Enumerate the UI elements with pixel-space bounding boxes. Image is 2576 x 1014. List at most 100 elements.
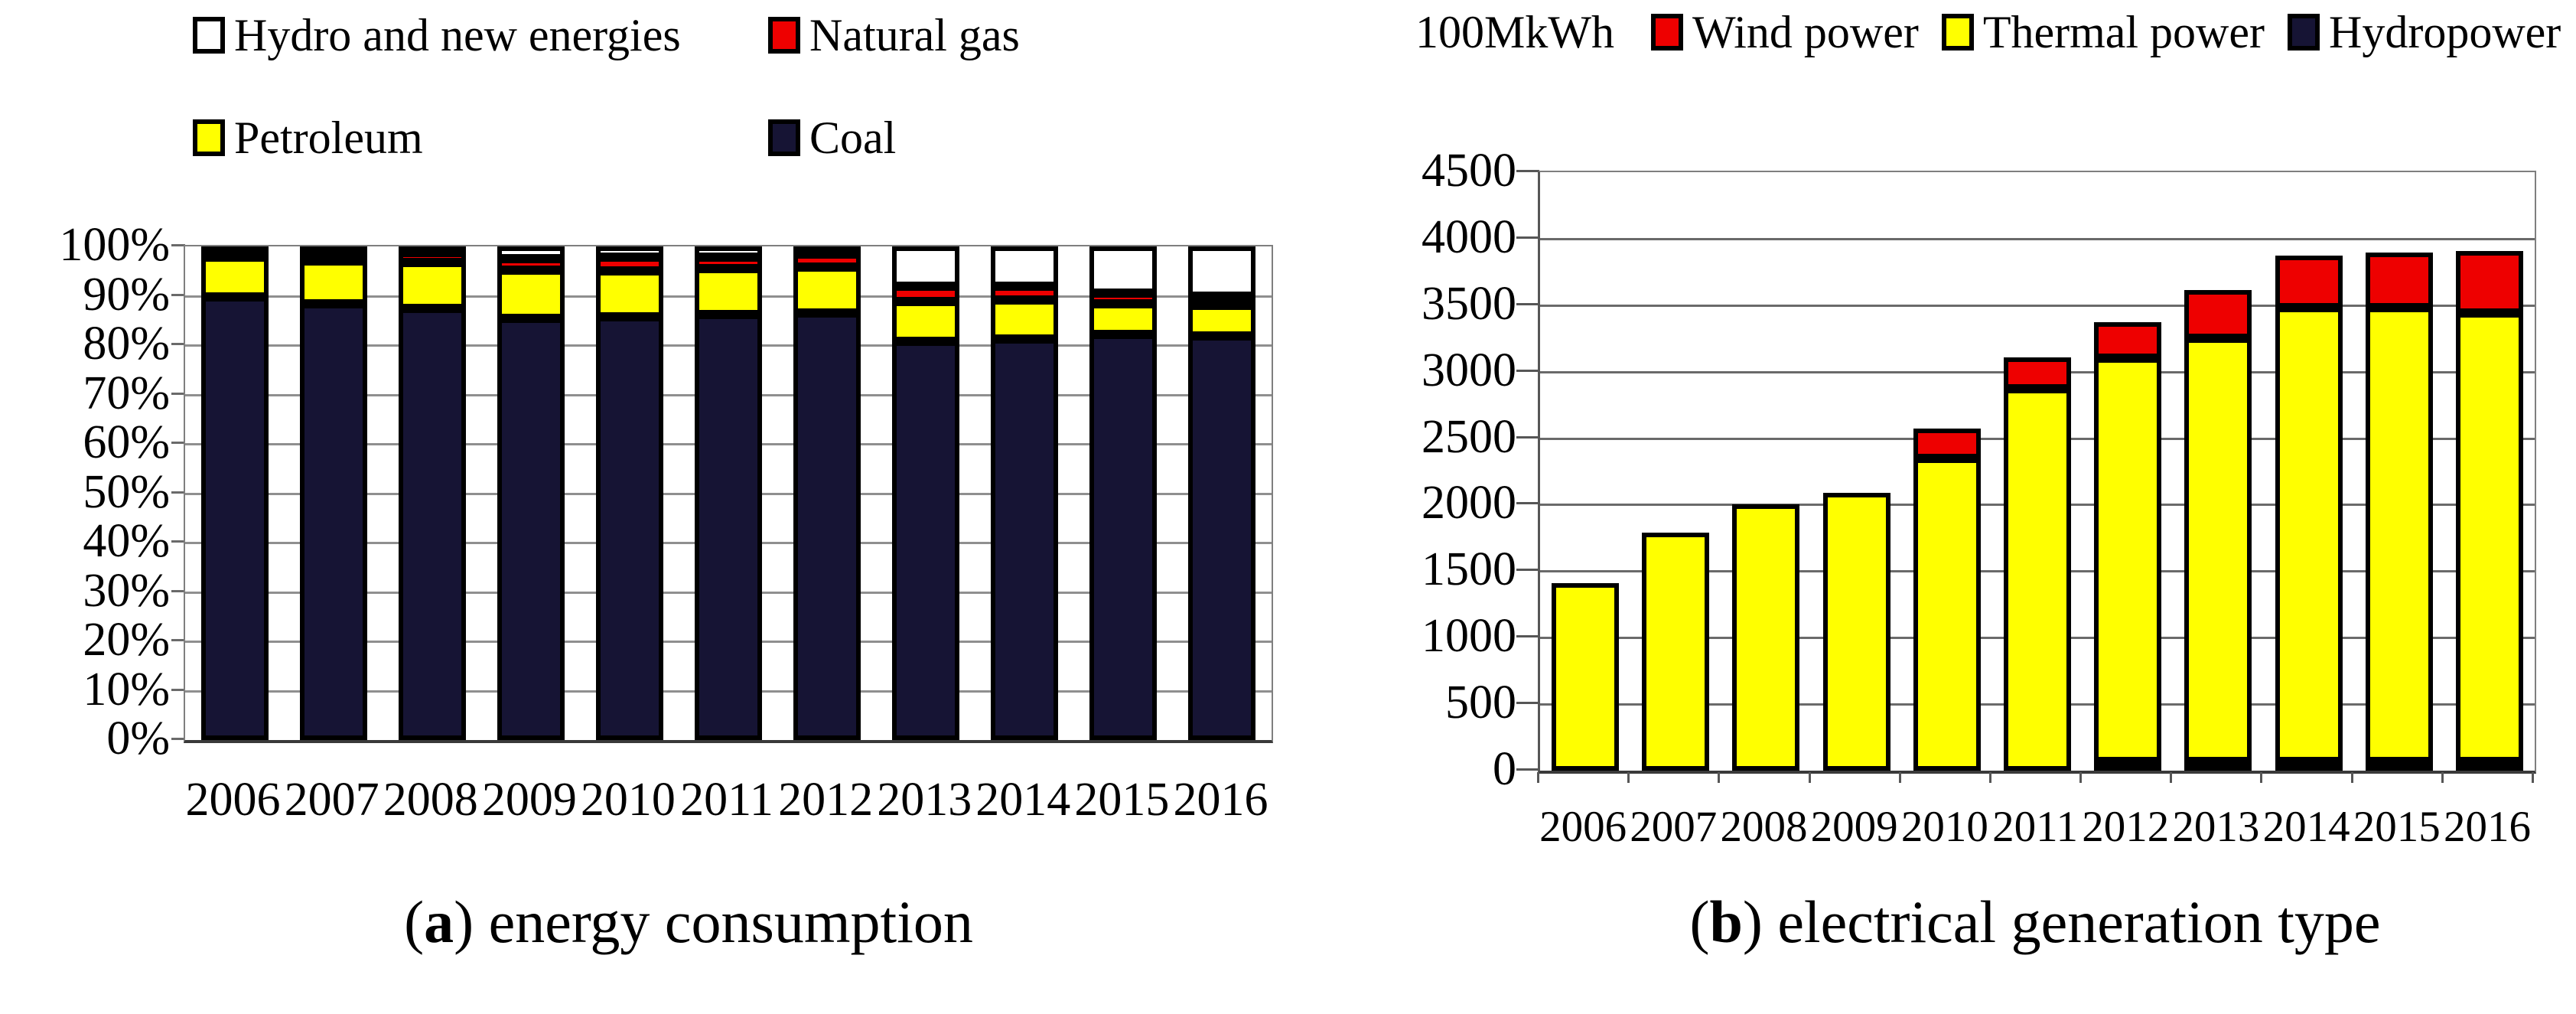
x-tick-label: 2007 — [1630, 803, 1718, 851]
x-tick-mark — [1537, 772, 1539, 783]
x-tick-mark — [2170, 772, 2173, 783]
segment-coal — [892, 341, 960, 740]
bar-2010 — [1902, 172, 1992, 771]
legend-label: Petroleum — [234, 112, 423, 163]
y-tick-label: 0 — [1493, 743, 1516, 795]
stacked-bar — [595, 246, 663, 740]
segment-coal — [793, 313, 861, 740]
chart-b-header: 100MkWh Wind power Thermal power Hydropowe… — [1415, 5, 2561, 60]
y-tick-mark — [1516, 435, 1539, 439]
segment-thermal-power — [2275, 308, 2343, 761]
y-tick-label: 60% — [83, 416, 170, 468]
segment-wind-power — [1913, 429, 1981, 458]
segment-petroleum — [1188, 305, 1256, 337]
bar-2009 — [481, 246, 580, 740]
segment-thermal-power — [1642, 532, 1710, 771]
segment-wind-power — [2004, 357, 2072, 390]
gridline — [1540, 237, 2535, 240]
segment-wind-power — [2455, 250, 2523, 314]
y-tick-mark — [1516, 569, 1539, 572]
stacked-bar — [991, 246, 1059, 740]
bar-2012 — [778, 246, 877, 740]
segment-coal — [398, 308, 466, 740]
segment-natural-gas — [793, 254, 861, 268]
stacked-bar — [1913, 172, 1981, 771]
segment-natural-gas — [991, 286, 1059, 301]
bar-2007 — [284, 246, 383, 740]
x-tick-label: 2006 — [1539, 803, 1627, 851]
y-tick-mark — [171, 491, 185, 494]
caption-text: electrical generation type — [1762, 888, 2381, 955]
segment-wind-power — [2365, 253, 2433, 308]
segment-thermal-power — [1822, 492, 1890, 771]
legend-item-natural-gas: Natural gas — [768, 8, 1020, 63]
segment-natural-gas — [1188, 296, 1256, 306]
segment-natural-gas — [1089, 292, 1158, 305]
x-tick-label: 2010 — [580, 774, 676, 826]
legend-label: Thermal power — [1982, 7, 2265, 57]
legend-swatch-hydropower — [2288, 14, 2320, 51]
x-tick-label: 2008 — [1720, 803, 1808, 851]
x-tick-label: 2006 — [185, 774, 281, 826]
x-tick-label: 2014 — [975, 774, 1071, 826]
stacked-bar — [2365, 172, 2433, 771]
stacked-bar — [1552, 172, 1620, 771]
segment-hydropower — [2365, 761, 2433, 771]
chart-b-panel: 100MkWh Wind power Thermal power Hydropowe… — [1339, 0, 2576, 1014]
x-tick-label: 2015 — [2353, 803, 2441, 851]
x-tick-label: 2011 — [680, 774, 773, 826]
segment-natural-gas — [398, 253, 466, 262]
segment-hydro-and-new-energies — [200, 246, 269, 248]
segment-thermal-power — [1732, 504, 1800, 771]
y-tick-label: 1000 — [1422, 610, 1516, 663]
x-tick-label: 2013 — [877, 774, 972, 826]
bar-2010 — [580, 246, 679, 740]
chart-b-plot-area — [1538, 171, 2536, 774]
chart-a-panel: Hydro and new energies Natural gas Petrole… — [59, 8, 1273, 955]
stacked-bar — [2275, 172, 2343, 771]
y-tick-mark — [1516, 502, 1539, 505]
stacked-bar — [2455, 172, 2523, 771]
bar-2009 — [1812, 172, 1902, 771]
bar-2011 — [679, 246, 777, 740]
segment-natural-gas — [299, 251, 367, 261]
stacked-bar — [892, 246, 960, 740]
segment-petroleum — [299, 260, 367, 305]
y-tick-label: 4500 — [1422, 145, 1516, 197]
caption-text: energy consumption — [474, 888, 973, 955]
y-tick-label: 3500 — [1422, 277, 1516, 330]
segment-hydro-and-new-energies — [497, 246, 565, 259]
segment-hydro-and-new-energies — [398, 246, 466, 253]
segment-hydro-and-new-energies — [1089, 246, 1158, 293]
y-tick-mark — [171, 688, 185, 691]
stacked-bar — [1188, 246, 1256, 740]
bar-2012 — [2083, 172, 2173, 771]
segment-hydropower — [2184, 761, 2252, 771]
caption-letter: b — [1709, 888, 1743, 955]
segment-hydro-and-new-energies — [991, 246, 1059, 287]
chart-a-plot-area — [184, 245, 1273, 743]
stacked-bar — [793, 246, 861, 740]
bar-2011 — [1992, 172, 2083, 771]
y-tick-label: 0% — [106, 712, 170, 765]
x-tick-mark — [1808, 772, 1811, 783]
y-tick-mark — [171, 442, 185, 444]
legend-label: Natural gas — [809, 10, 1020, 60]
legend-item-wind-power: Wind power — [1650, 5, 1919, 60]
y-tick-label: 100% — [59, 219, 170, 271]
y-tick-mark — [171, 540, 185, 543]
y-tick-mark — [171, 244, 185, 246]
segment-hydro-and-new-energies — [595, 246, 663, 258]
y-tick-label: 1500 — [1422, 543, 1516, 596]
segment-petroleum — [991, 300, 1059, 339]
stacked-bar — [1732, 172, 1800, 771]
segment-natural-gas — [200, 247, 269, 257]
y-tick-mark — [1516, 635, 1539, 638]
segment-natural-gas — [695, 257, 763, 269]
caption-open-paren: ( — [1689, 888, 1710, 955]
chart-b-legend: Wind power Thermal power Hydropower — [1650, 5, 2561, 60]
segment-coal — [595, 317, 663, 740]
x-tick-label: 2007 — [284, 774, 379, 826]
legend-label: Hydro and new energies — [234, 10, 681, 60]
segment-hydropower — [2455, 761, 2523, 771]
